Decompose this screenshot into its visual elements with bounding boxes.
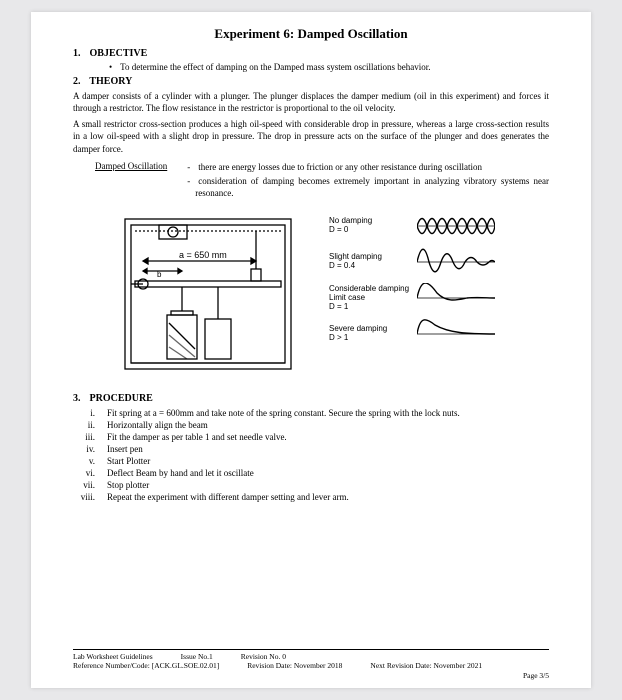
section-label: PROCEDURE	[90, 393, 153, 404]
page-title: Experiment 6: Damped Oscillation	[73, 26, 549, 42]
procedure-item: viii.Repeat the experiment with differen…	[79, 492, 549, 502]
wave-light-damping	[417, 247, 495, 277]
section-heading-theory: 2. THEORY	[73, 76, 549, 87]
section-heading-procedure: 3. PROCEDURE	[73, 393, 549, 404]
wave-row-slight: Slight damping D = 0.4	[329, 247, 495, 277]
procedure-item: i.Fit spring at a = 600mm and take note …	[79, 408, 549, 418]
wave-label: Slight damping D = 0.4	[329, 253, 417, 271]
footer-issue: Issue No.1	[181, 652, 213, 661]
footer-guidelines: Lab Worksheet Guidelines	[73, 652, 153, 661]
section-label: OBJECTIVE	[90, 48, 148, 59]
damped-oscillation-block: Damped Oscillation there are energy loss…	[95, 161, 549, 201]
footer-refcode: Reference Number/Code: [ACK.GL.SOE.02.01…	[73, 661, 219, 670]
wave-column: No damping D = 0 Slight damping D = 0.4	[329, 211, 495, 355]
wave-over-damping	[417, 319, 495, 349]
section-label: THEORY	[89, 76, 132, 87]
document-page: Experiment 6: Damped Oscillation 1. OBJE…	[31, 12, 591, 688]
figure-area: a = 650 mm b No damping D = 0 Slight dam…	[113, 211, 549, 381]
wave-row-severe: Severe damping D > 1	[329, 319, 495, 349]
damped-oscillation-label: Damped Oscillation	[95, 161, 167, 201]
procedure-item: vi.Deflect Beam by hand and let it oscil…	[79, 468, 549, 478]
footer-page-number: Page 3/5	[73, 671, 549, 680]
procedure-item: iv.Insert pen	[79, 444, 549, 454]
footer-revision-date: Revision Date: November 2018	[247, 661, 342, 670]
procedure-item: ii.Horizontally align the beam	[79, 420, 549, 430]
damped-point: there are energy losses due to friction …	[187, 161, 549, 173]
dimension-b-label: b	[157, 270, 162, 279]
apparatus-diagram: a = 650 mm b	[113, 211, 303, 381]
section-num: 3.	[73, 393, 87, 404]
wave-label: Considerable damping Limit case D = 1	[329, 285, 417, 311]
footer-row-1: Lab Worksheet Guidelines Issue No.1 Revi…	[73, 652, 549, 661]
section-num: 2.	[73, 76, 87, 87]
footer-row-2: Reference Number/Code: [ACK.GL.SOE.02.01…	[73, 661, 549, 670]
section-heading-objective: 1. OBJECTIVE	[73, 48, 549, 59]
wave-undamped	[417, 211, 495, 241]
procedure-item: vii.Stop plotter	[79, 480, 549, 490]
wave-row-critical: Considerable damping Limit case D = 1	[329, 283, 495, 313]
wave-label: Severe damping D > 1	[329, 325, 417, 343]
page-footer: Lab Worksheet Guidelines Issue No.1 Revi…	[73, 649, 549, 680]
damped-point: consideration of damping becomes extreme…	[187, 175, 549, 199]
theory-paragraph: A damper consists of a cylinder with a p…	[73, 90, 549, 114]
procedure-item: v.Start Plotter	[79, 456, 549, 466]
theory-paragraph: A small restrictor cross-section produce…	[73, 118, 549, 154]
wave-critical-damping	[417, 283, 495, 313]
section-num: 1.	[73, 48, 87, 59]
footer-revision-no: Revision No. 0	[241, 652, 286, 661]
procedure-list: i.Fit spring at a = 600mm and take note …	[79, 408, 549, 502]
procedure-item: iii.Fit the damper as per table 1 and se…	[79, 432, 549, 442]
wave-label: No damping D = 0	[329, 217, 417, 235]
objective-bullet: To determine the effect of damping on th…	[109, 62, 549, 72]
wave-row-no-damping: No damping D = 0	[329, 211, 495, 241]
damped-points: there are energy losses due to friction …	[187, 161, 549, 201]
dimension-a-label: a = 650 mm	[179, 250, 227, 260]
footer-next-revision: Next Revision Date: November 2021	[370, 661, 482, 670]
